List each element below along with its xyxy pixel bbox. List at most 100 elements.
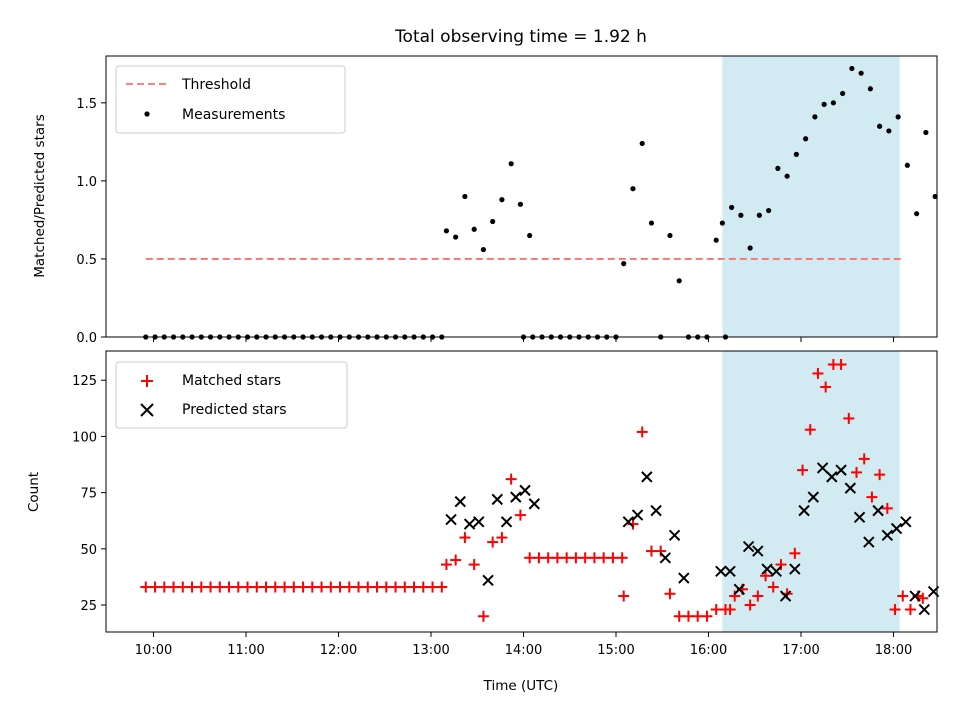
- measurement-point: [840, 90, 846, 97]
- matched-star-point: [297, 581, 309, 593]
- matched-star-point: [514, 509, 526, 521]
- legend-predicted-label: Predicted stars: [182, 402, 287, 418]
- predicted-star-point: [519, 484, 531, 497]
- matched-star-point: [835, 358, 847, 370]
- legend-threshold-label: Threshold: [181, 77, 251, 93]
- matched-stars-points: [140, 358, 929, 622]
- x-tick-label: 13:00: [412, 643, 449, 658]
- matched-star-point: [353, 581, 365, 593]
- measurement-point: [886, 128, 892, 134]
- measurement-point: [508, 161, 514, 167]
- legend-matched-label: Matched stars: [182, 373, 281, 389]
- measurement-point: [821, 101, 827, 107]
- predicted-star-point: [641, 471, 653, 483]
- matched-star-point: [427, 581, 439, 593]
- measurement-point: [630, 186, 636, 192]
- predicted-star-point: [752, 545, 764, 557]
- measurement-point: [729, 204, 735, 211]
- matched-star-point: [177, 581, 189, 593]
- matched-star-point: [496, 532, 508, 544]
- x-tick-label: 15:00: [597, 643, 634, 658]
- matched-star-point: [260, 581, 272, 593]
- matched-star-point: [487, 536, 499, 548]
- measurement-point: [803, 136, 809, 142]
- matched-star-point: [701, 610, 713, 622]
- measurement-point: [443, 228, 450, 234]
- matched-star-point: [775, 559, 787, 571]
- measurement-point: [858, 70, 864, 76]
- matched-star-point: [710, 604, 722, 616]
- matched-star-point: [655, 545, 667, 557]
- x-tick-label: 14:00: [505, 643, 542, 658]
- matched-star-point: [636, 426, 648, 438]
- bottom-x-ticks: 10:00 11:00 12:00 13:00 14:00 15:00 16:00 17:00…: [135, 632, 912, 658]
- matched-star-point: [579, 552, 591, 564]
- measurement-point: [775, 165, 781, 171]
- matched-star-point: [881, 502, 893, 514]
- top-panel: 0.0 0.5 1.0 1.5 Matched/Predicted stars Thr…: [32, 55, 938, 346]
- y-tick-label: 25: [80, 599, 97, 614]
- predicted-star-point: [844, 482, 857, 494]
- measurement-point: [719, 220, 725, 226]
- predicted-star-point: [853, 511, 866, 524]
- matched-star-point: [279, 581, 291, 593]
- matched-star-point: [214, 581, 226, 593]
- top-legend: Threshold Measurements: [115, 65, 346, 134]
- predicted-star-point: [798, 504, 810, 517]
- predicted-star-point: [863, 536, 875, 548]
- measurement-point: [830, 100, 836, 106]
- matched-star-point: [904, 604, 916, 616]
- predicted-star-point: [463, 518, 476, 530]
- predicted-star-point: [500, 516, 513, 528]
- matched-star-point: [607, 552, 619, 564]
- matched-star-point: [874, 469, 886, 481]
- x-tick-label: 10:00: [135, 643, 172, 658]
- predicted-star-point: [454, 495, 466, 508]
- y-tick-label: 75: [80, 487, 97, 502]
- top-x-ticks: [153, 337, 894, 342]
- measurement-point: [499, 197, 505, 203]
- predicted-star-point: [779, 590, 792, 602]
- bottom-legend-box: [115, 361, 348, 429]
- x-axis-label: Time (UTC): [483, 678, 559, 694]
- matched-star-point: [866, 491, 878, 503]
- matched-star-point: [797, 464, 809, 476]
- predicted-star-point: [491, 493, 503, 506]
- measurement-point: [784, 173, 790, 179]
- measurement-point: [895, 114, 901, 120]
- measurement-point: [812, 114, 818, 120]
- predicted-star-point: [816, 462, 829, 474]
- measurement-point: [932, 193, 938, 200]
- measurement-point: [867, 86, 873, 92]
- predicted-star-point: [900, 516, 912, 528]
- matched-star-point: [343, 581, 355, 593]
- matched-star-point: [459, 532, 471, 544]
- matched-star-point: [371, 581, 383, 593]
- matched-star-point: [306, 581, 318, 593]
- matched-star-point: [399, 581, 411, 593]
- matched-star-point: [767, 581, 779, 593]
- predicted-star-point: [733, 583, 746, 595]
- matched-star-point: [616, 552, 628, 564]
- matched-star-point: [588, 552, 600, 564]
- predicted-star-point: [881, 529, 894, 542]
- matched-star-point: [664, 588, 676, 600]
- top-legend-box: [115, 65, 346, 134]
- predicted-star-point: [770, 565, 783, 578]
- matched-star-point: [149, 581, 161, 593]
- matched-star-point: [524, 552, 536, 564]
- x-tick-label: 12:00: [320, 643, 357, 658]
- measurement-point: [453, 234, 459, 240]
- matched-star-point: [917, 592, 929, 604]
- matched-star-point: [195, 581, 207, 593]
- predicted-star-point: [650, 504, 662, 517]
- matched-star-point: [186, 581, 198, 593]
- matched-star-point: [158, 581, 170, 593]
- matched-star-point: [820, 381, 832, 393]
- measurement-point: [747, 245, 753, 251]
- matched-star-point: [325, 581, 337, 593]
- y-tick-label: 0.0: [76, 331, 97, 346]
- matched-star-point: [542, 552, 554, 564]
- x-tick-label: 16:00: [690, 643, 727, 658]
- matched-star-point: [760, 570, 772, 582]
